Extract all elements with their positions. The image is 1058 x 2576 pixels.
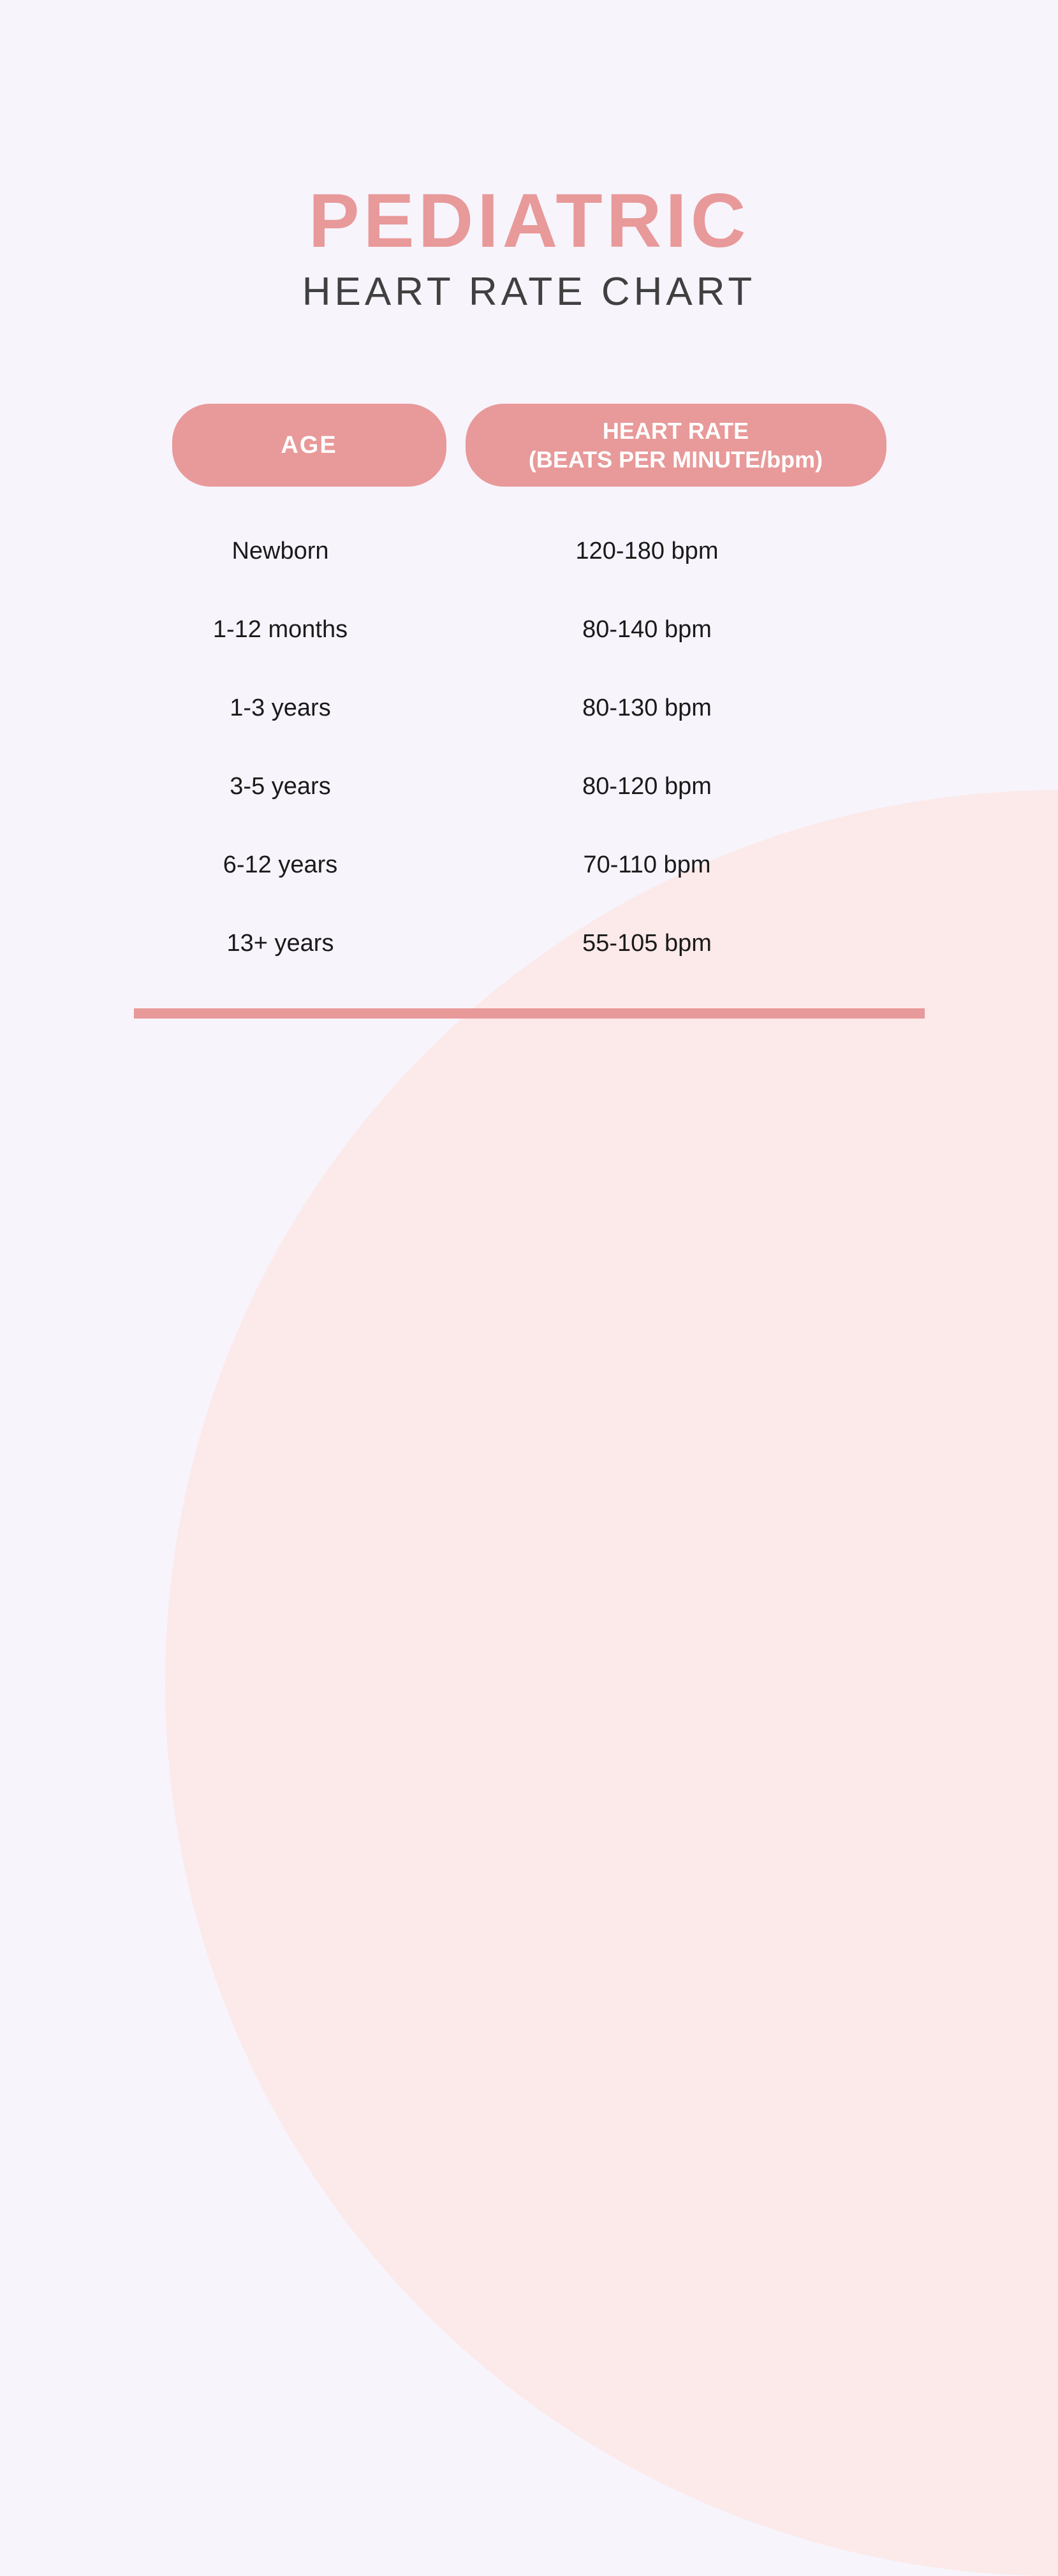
table-body: Newborn 120-180 bpm 1-12 months 80-140 b… bbox=[134, 512, 925, 983]
cell-rate: 80-140 bpm bbox=[427, 616, 867, 644]
page-content: PEDIATRIC HEART RATE CHART AGE HEART RAT… bbox=[0, 0, 1058, 1019]
title-sub: HEART RATE CHART bbox=[0, 269, 1058, 314]
cell-rate: 120-180 bpm bbox=[427, 538, 867, 565]
table-row: 13+ years 55-105 bpm bbox=[134, 904, 925, 983]
cell-rate: 55-105 bpm bbox=[427, 930, 867, 957]
column-header-rate-line2: (BEATS PER MINUTE/bpm) bbox=[529, 445, 823, 474]
cell-age: Newborn bbox=[134, 538, 427, 565]
heart-rate-table: AGE HEART RATE (BEATS PER MINUTE/bpm) Ne… bbox=[134, 404, 925, 1019]
table-bottom-bar bbox=[134, 1008, 925, 1019]
cell-rate: 80-130 bpm bbox=[427, 695, 867, 722]
background-circle bbox=[165, 790, 1058, 2576]
table-row: 6-12 years 70-110 bpm bbox=[134, 826, 925, 904]
table-row: Newborn 120-180 bpm bbox=[134, 512, 925, 591]
cell-age: 1-3 years bbox=[134, 695, 427, 722]
column-header-age-label: AGE bbox=[281, 432, 337, 459]
cell-age: 1-12 months bbox=[134, 616, 427, 644]
cell-age: 6-12 years bbox=[134, 851, 427, 879]
cell-rate: 70-110 bpm bbox=[427, 851, 867, 879]
table-row: 1-12 months 80-140 bpm bbox=[134, 591, 925, 669]
cell-rate: 80-120 bpm bbox=[427, 773, 867, 800]
title-main: PEDIATRIC bbox=[0, 179, 1058, 263]
cell-age: 13+ years bbox=[134, 930, 427, 957]
column-header-rate: HEART RATE (BEATS PER MINUTE/bpm) bbox=[466, 404, 886, 487]
table-row: 3-5 years 80-120 bpm bbox=[134, 747, 925, 826]
column-header-age: AGE bbox=[172, 404, 446, 487]
table-row: 1-3 years 80-130 bpm bbox=[134, 669, 925, 747]
table-header-row: AGE HEART RATE (BEATS PER MINUTE/bpm) bbox=[134, 404, 925, 487]
cell-age: 3-5 years bbox=[134, 773, 427, 800]
column-header-rate-line1: HEART RATE bbox=[603, 416, 749, 445]
